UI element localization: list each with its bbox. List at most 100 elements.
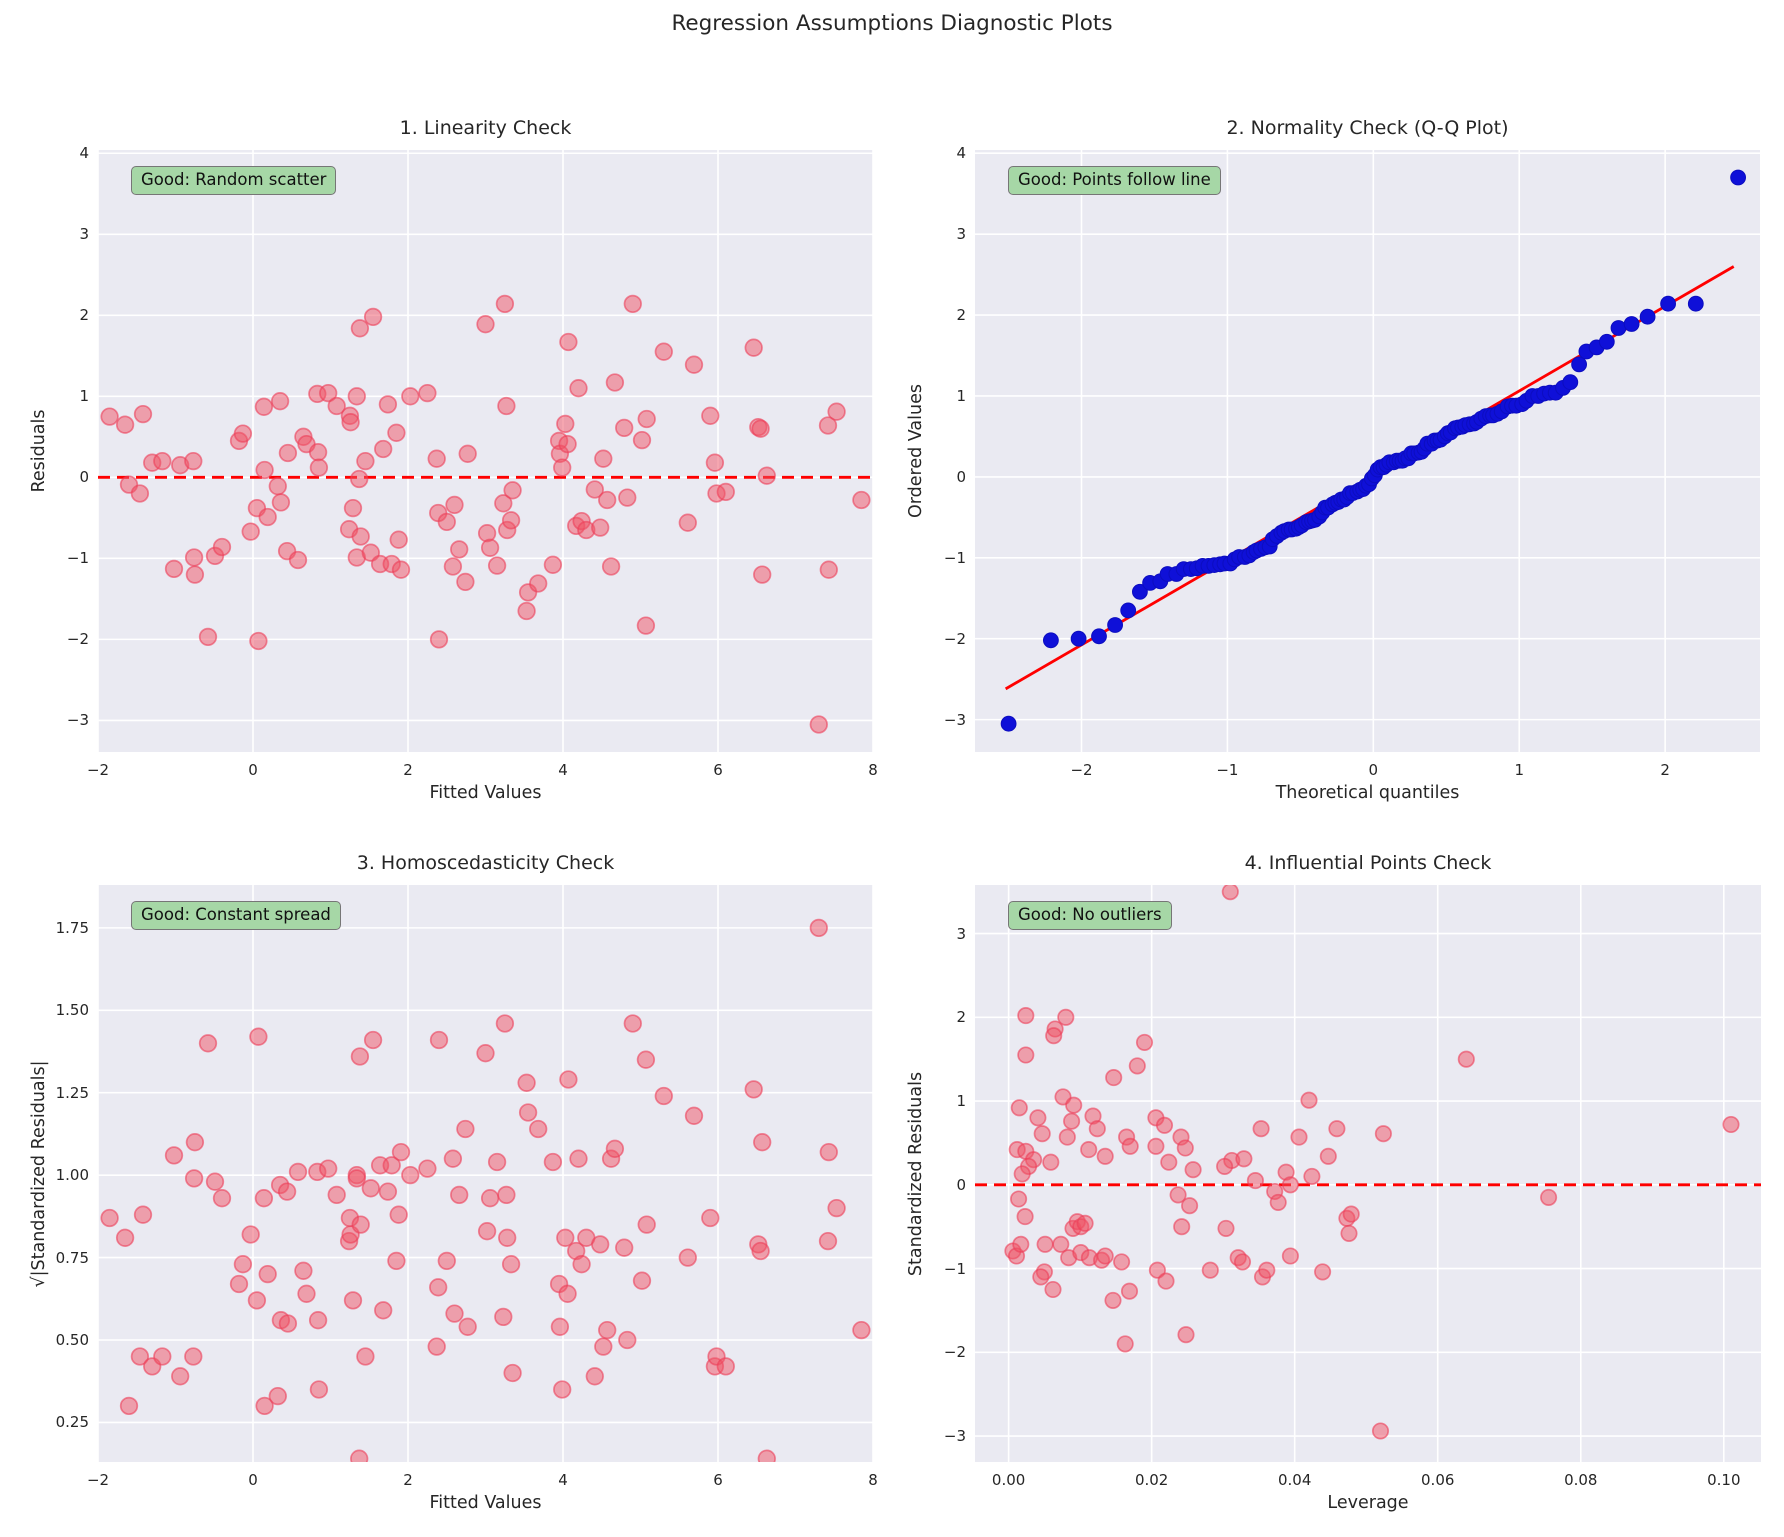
- y-tick-label: −1: [943, 548, 966, 567]
- data-point: [308, 443, 328, 462]
- data-point: [487, 556, 507, 575]
- data-point: [529, 1119, 548, 1139]
- data-point: [503, 1363, 522, 1383]
- data-point: [347, 1169, 366, 1188]
- data-point: [1032, 1268, 1050, 1286]
- data-point: [1113, 1253, 1131, 1271]
- data-point: [429, 630, 449, 649]
- data-point: [278, 1314, 298, 1333]
- data-point: [618, 1330, 637, 1350]
- data-point: [1269, 1193, 1287, 1211]
- data-point: [277, 1182, 297, 1201]
- data-point: [268, 477, 287, 496]
- plot-title: 4. Influential Points Check: [1244, 852, 1492, 874]
- data-point: [297, 1284, 316, 1303]
- data-point: [233, 1255, 253, 1274]
- data-point: [553, 1380, 572, 1399]
- data-point: [623, 294, 642, 314]
- data-point: [632, 1271, 652, 1290]
- data-point: [401, 387, 420, 406]
- data-point: [553, 458, 572, 477]
- data-point: [437, 1251, 456, 1271]
- data-point: [1235, 1150, 1253, 1168]
- data-point: [309, 458, 329, 477]
- y-tick-label: 0: [79, 468, 89, 487]
- data-point: [1010, 1190, 1028, 1208]
- data-point: [1044, 1280, 1062, 1299]
- y-tick-label: 1: [956, 386, 966, 405]
- annotation-box: Good: Random scatter: [131, 166, 337, 195]
- data-point: [632, 430, 652, 450]
- data-point: [716, 1357, 735, 1376]
- data-point: [1017, 1007, 1035, 1025]
- data-point: [153, 451, 172, 471]
- data-point: [1169, 1186, 1187, 1204]
- data-point: [585, 1367, 604, 1386]
- x-tick-label: 0.10: [1707, 1471, 1741, 1489]
- y-tick-label: 4: [956, 144, 966, 163]
- data-point: [678, 513, 697, 532]
- y-axis-label: √|Standardized Residuals|: [29, 1059, 49, 1288]
- data-point: [443, 1149, 463, 1168]
- x-tick-label: 0: [1368, 761, 1379, 779]
- data-point: [497, 396, 516, 416]
- plot-normality-check: 2. Normality Check (Q-Q Plot) Ordered Va…: [906, 117, 1760, 803]
- data-point: [351, 527, 370, 546]
- plot-title: 1. Linearity Check: [399, 117, 572, 139]
- data-point: [115, 1228, 135, 1247]
- data-point: [350, 469, 369, 489]
- data-point: [387, 423, 406, 442]
- y-tick-label: −2: [943, 1343, 966, 1362]
- data-point: [184, 1169, 204, 1188]
- data-point: [319, 1159, 338, 1178]
- data-point: [1036, 1235, 1054, 1253]
- x-tick-label: 8: [868, 761, 878, 779]
- data-point: [1281, 1247, 1299, 1265]
- data-point: [1562, 374, 1579, 391]
- data-point: [198, 1034, 218, 1053]
- data-point: [418, 383, 437, 403]
- data-point: [716, 482, 735, 502]
- data-point: [133, 1205, 153, 1224]
- data-point: [343, 1291, 363, 1310]
- data-point: [288, 1162, 308, 1182]
- plot-canvas: [975, 150, 1760, 752]
- y-tick-label: −3: [943, 1427, 966, 1446]
- data-point: [212, 537, 232, 557]
- data-point: [258, 1264, 277, 1284]
- data-point: [615, 1238, 634, 1257]
- data-point: [618, 488, 637, 507]
- plot-canvas: [98, 150, 873, 752]
- data-point: [401, 1165, 420, 1185]
- data-point: [477, 1222, 497, 1241]
- data-point: [637, 409, 656, 429]
- data-point: [1233, 1253, 1252, 1271]
- y-tick-label: 2: [956, 1008, 966, 1027]
- data-point: [378, 1182, 398, 1201]
- y-tick-label: 0.75: [55, 1248, 89, 1267]
- data-point: [637, 1215, 656, 1234]
- data-point: [1000, 715, 1017, 732]
- data-point: [1217, 1219, 1235, 1237]
- data-point: [309, 1380, 329, 1399]
- data-point: [818, 1231, 838, 1251]
- data-point: [1116, 1335, 1134, 1353]
- data-point: [308, 1311, 328, 1330]
- y-tick-label: 1: [79, 387, 89, 406]
- data-point: [241, 522, 260, 541]
- data-point: [1057, 1008, 1075, 1026]
- data-point: [1017, 1046, 1035, 1064]
- data-point: [819, 1142, 838, 1162]
- figure-title: Regression Assumptions Diagnostic Plots: [671, 11, 1113, 36]
- data-point: [185, 1133, 205, 1152]
- data-point: [184, 1347, 203, 1366]
- data-point: [1096, 1247, 1114, 1265]
- data-point: [1216, 1157, 1234, 1175]
- data-point: [450, 540, 469, 559]
- data-point: [1371, 1422, 1390, 1440]
- data-point: [809, 715, 828, 734]
- data-point: [559, 1070, 578, 1089]
- data-point: [1252, 1120, 1270, 1138]
- data-point: [350, 319, 370, 338]
